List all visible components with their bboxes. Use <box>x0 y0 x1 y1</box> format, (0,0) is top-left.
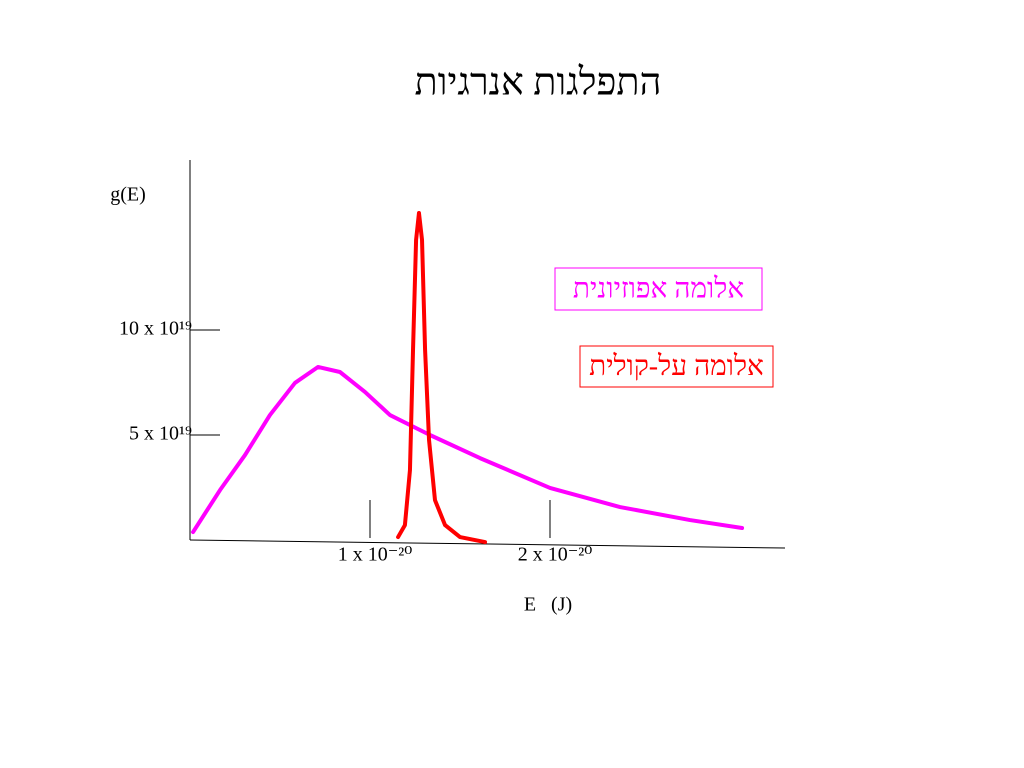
legend-box <box>579 345 774 388</box>
legend-box <box>554 267 763 311</box>
data-line <box>396 211 488 545</box>
legend-label: אלומה אפוזיונית <box>573 273 744 304</box>
x-axis-label: E (J) <box>524 594 572 616</box>
y-axis-label: g(E) <box>110 184 146 206</box>
y-tick-label: 10 x 10¹⁹ <box>119 318 192 340</box>
chart-title: התפלגות אנרגיות <box>415 62 662 104</box>
legend-label: אלומה על-קולית <box>589 351 764 382</box>
x-axis <box>189 539 786 549</box>
y-tick-label: 5 x 10¹⁹ <box>129 423 192 445</box>
data-line <box>191 364 745 535</box>
x-tick-label: 2 x 10⁻²⁰ <box>518 544 593 566</box>
x-tick-label: 1 x 10⁻²⁰ <box>338 544 413 566</box>
